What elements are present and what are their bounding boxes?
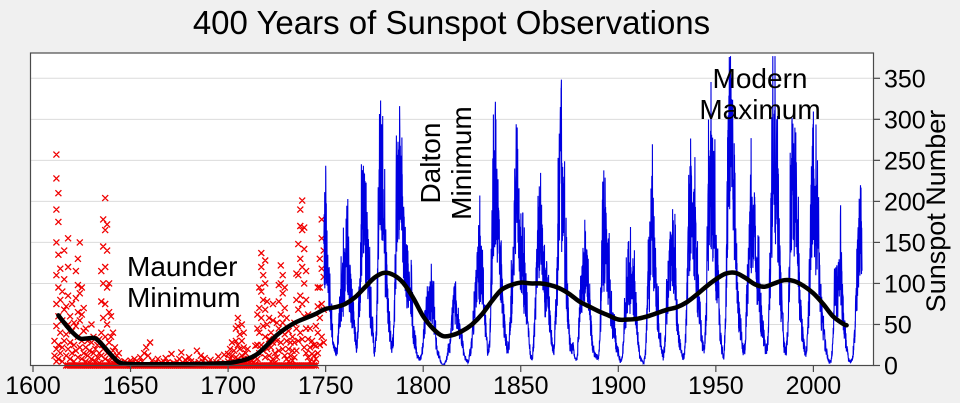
x-tick-label-1700: 1700 [200,372,256,400]
y-tick-label-0: 0 [884,353,898,381]
y-tick-label-200: 200 [884,188,926,216]
smoothed-trend-line [56,270,849,367]
y-tick-label-300: 300 [884,106,926,134]
x-tick-label-1900: 1900 [590,372,646,400]
annotation-maunder-minimum: Maunder Minimum [127,251,241,314]
x-tick-label-2000: 2000 [786,372,842,400]
y-tick-label-350: 350 [884,65,926,93]
x-tick-label-1750: 1750 [298,372,354,400]
x-tick-label-1950: 1950 [688,372,744,400]
y-axis-title: Sunspot Number [921,109,951,313]
annotation-dalton-minimum: Dalton Minimum [414,106,477,220]
y-tick-label-250: 250 [884,147,926,175]
annotation-modern-maximum: Modern Maximum [699,63,821,126]
plot-frame [29,52,875,367]
y-tick-label-150: 150 [884,229,926,257]
monthly-sunspot-line [323,56,863,367]
y-tick-label-50: 50 [884,311,912,339]
x-tick-label-1650: 1650 [103,372,159,400]
x-tick-label-1800: 1800 [395,372,451,400]
y-tick-label-100: 100 [884,270,926,298]
x-tick-label-1600: 1600 [5,372,61,400]
chart-title: 400 Years of Sunspot Observations [192,4,711,41]
x-tick-label-1850: 1850 [493,372,549,400]
